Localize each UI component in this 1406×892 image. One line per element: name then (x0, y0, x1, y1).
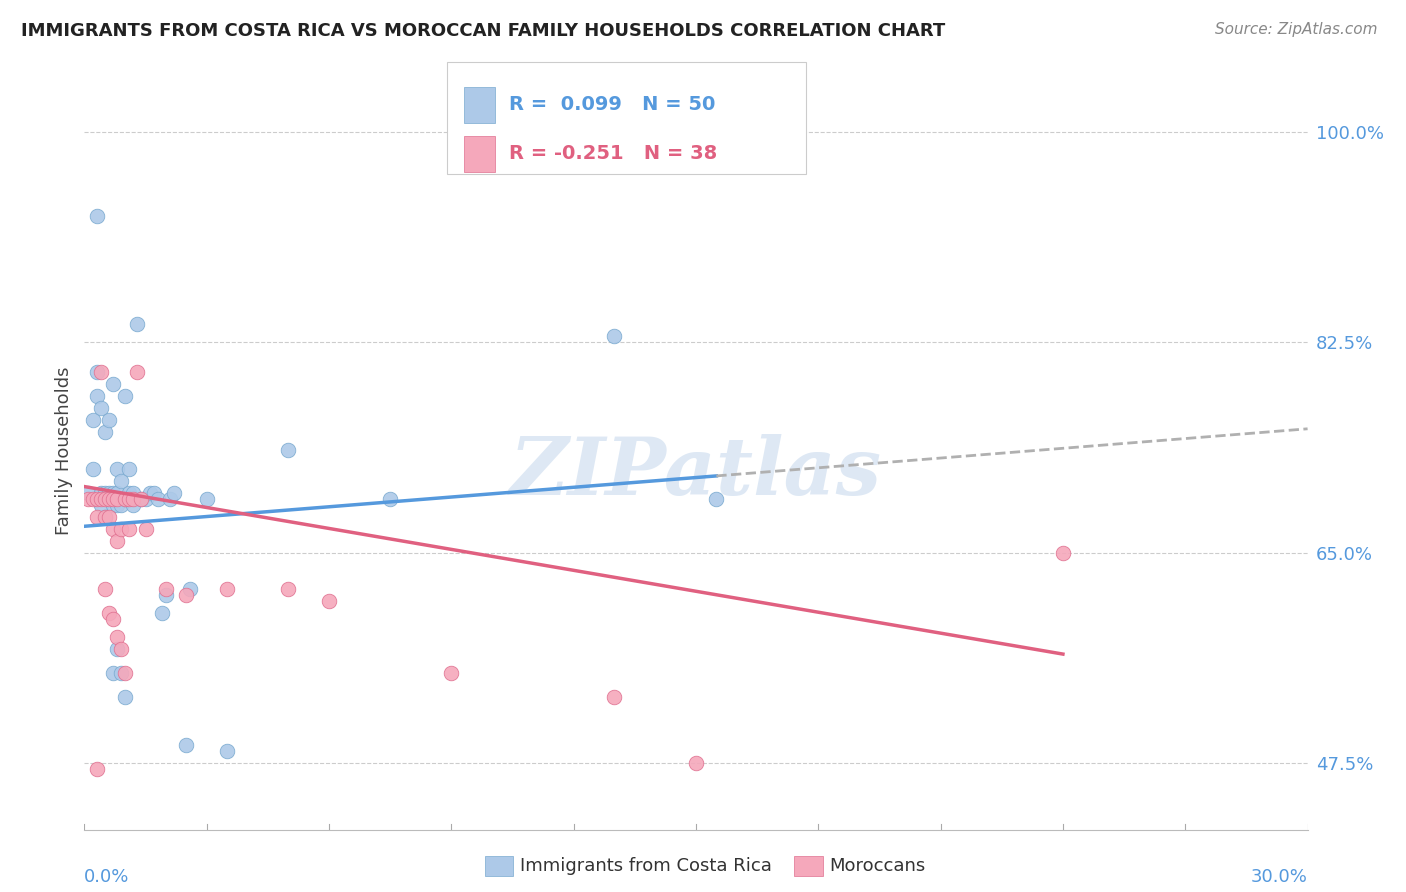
Point (82, 491, 104, 506)
Point (101, 485, 124, 500)
Point (101, 498, 124, 512)
Text: IMMIGRANTS FROM COSTA RICA VS MOROCCAN FAMILY HOUSEHOLDS CORRELATION CHART: IMMIGRANTS FROM COSTA RICA VS MOROCCAN F… (21, 22, 945, 40)
Point (90, 485, 112, 500)
Point (105, 491, 128, 506)
Point (97, 491, 120, 506)
Point (114, 666, 136, 681)
Point (93, 582, 115, 596)
Point (603, 329, 626, 343)
Point (131, 491, 153, 506)
Text: 0.0%: 0.0% (84, 868, 129, 886)
Point (118, 461, 141, 475)
Point (93, 509, 115, 524)
Point (86, 389, 108, 403)
Point (105, 642, 128, 657)
Point (138, 485, 160, 500)
Text: Moroccans: Moroccans (830, 857, 925, 875)
Point (118, 491, 141, 506)
Point (97, 606, 120, 620)
Text: Source: ZipAtlas.com: Source: ZipAtlas.com (1215, 22, 1378, 37)
Text: 30.0%: 30.0% (1251, 868, 1308, 886)
Point (105, 485, 128, 500)
Point (277, 443, 299, 458)
Text: Immigrants from Costa Rica: Immigrants from Costa Rica (520, 857, 772, 875)
Point (86, 509, 108, 524)
Point (110, 666, 132, 681)
Point (93, 425, 115, 440)
Point (1052, 546, 1074, 560)
Point (97, 485, 120, 500)
Point (135, 491, 157, 506)
Point (105, 533, 128, 548)
Point (217, 744, 239, 758)
Point (101, 377, 124, 392)
Point (155, 588, 177, 602)
Point (146, 491, 169, 506)
Point (122, 485, 145, 500)
Point (101, 612, 124, 626)
Point (118, 485, 141, 500)
Point (101, 491, 124, 506)
Point (122, 491, 145, 506)
Point (110, 474, 132, 488)
Point (110, 498, 132, 512)
Point (86, 763, 108, 777)
Point (159, 491, 181, 506)
Point (118, 522, 141, 536)
Point (122, 498, 145, 512)
Point (603, 690, 626, 705)
Point (90, 365, 112, 379)
Point (77, 485, 100, 500)
Point (318, 594, 340, 608)
Point (105, 498, 128, 512)
Point (90, 498, 112, 512)
Point (101, 522, 124, 536)
Point (706, 491, 728, 506)
Text: R = -0.251   N = 38: R = -0.251 N = 38 (509, 145, 717, 163)
Point (93, 509, 115, 524)
Point (142, 485, 165, 500)
Point (101, 666, 124, 681)
Point (127, 365, 149, 379)
Point (114, 491, 136, 506)
Point (131, 491, 153, 506)
Point (114, 491, 136, 506)
Point (440, 666, 463, 681)
Point (105, 461, 128, 475)
Point (90, 401, 112, 416)
Point (97, 413, 120, 427)
Point (82, 461, 104, 475)
Point (179, 582, 201, 596)
Point (217, 582, 239, 596)
Point (110, 522, 132, 536)
Text: R =  0.099   N = 50: R = 0.099 N = 50 (509, 95, 716, 114)
Point (685, 756, 707, 771)
Point (82, 413, 104, 427)
Point (277, 582, 299, 596)
Point (90, 491, 112, 506)
Text: ZIPatlas: ZIPatlas (510, 434, 882, 512)
Point (135, 522, 157, 536)
Point (150, 606, 173, 620)
Point (86, 491, 108, 506)
Point (114, 690, 136, 705)
Point (97, 509, 120, 524)
Point (93, 485, 115, 500)
Point (86, 365, 108, 379)
Point (174, 739, 197, 753)
Point (163, 485, 186, 500)
Point (195, 491, 218, 506)
Point (127, 317, 149, 331)
Point (114, 389, 136, 403)
Point (380, 491, 402, 506)
Point (174, 588, 197, 602)
Point (93, 491, 115, 506)
Point (155, 582, 177, 596)
Point (86, 209, 108, 223)
Point (110, 642, 132, 657)
Point (105, 630, 128, 644)
Y-axis label: Family Households: Family Households (55, 367, 73, 534)
Point (77, 491, 100, 506)
